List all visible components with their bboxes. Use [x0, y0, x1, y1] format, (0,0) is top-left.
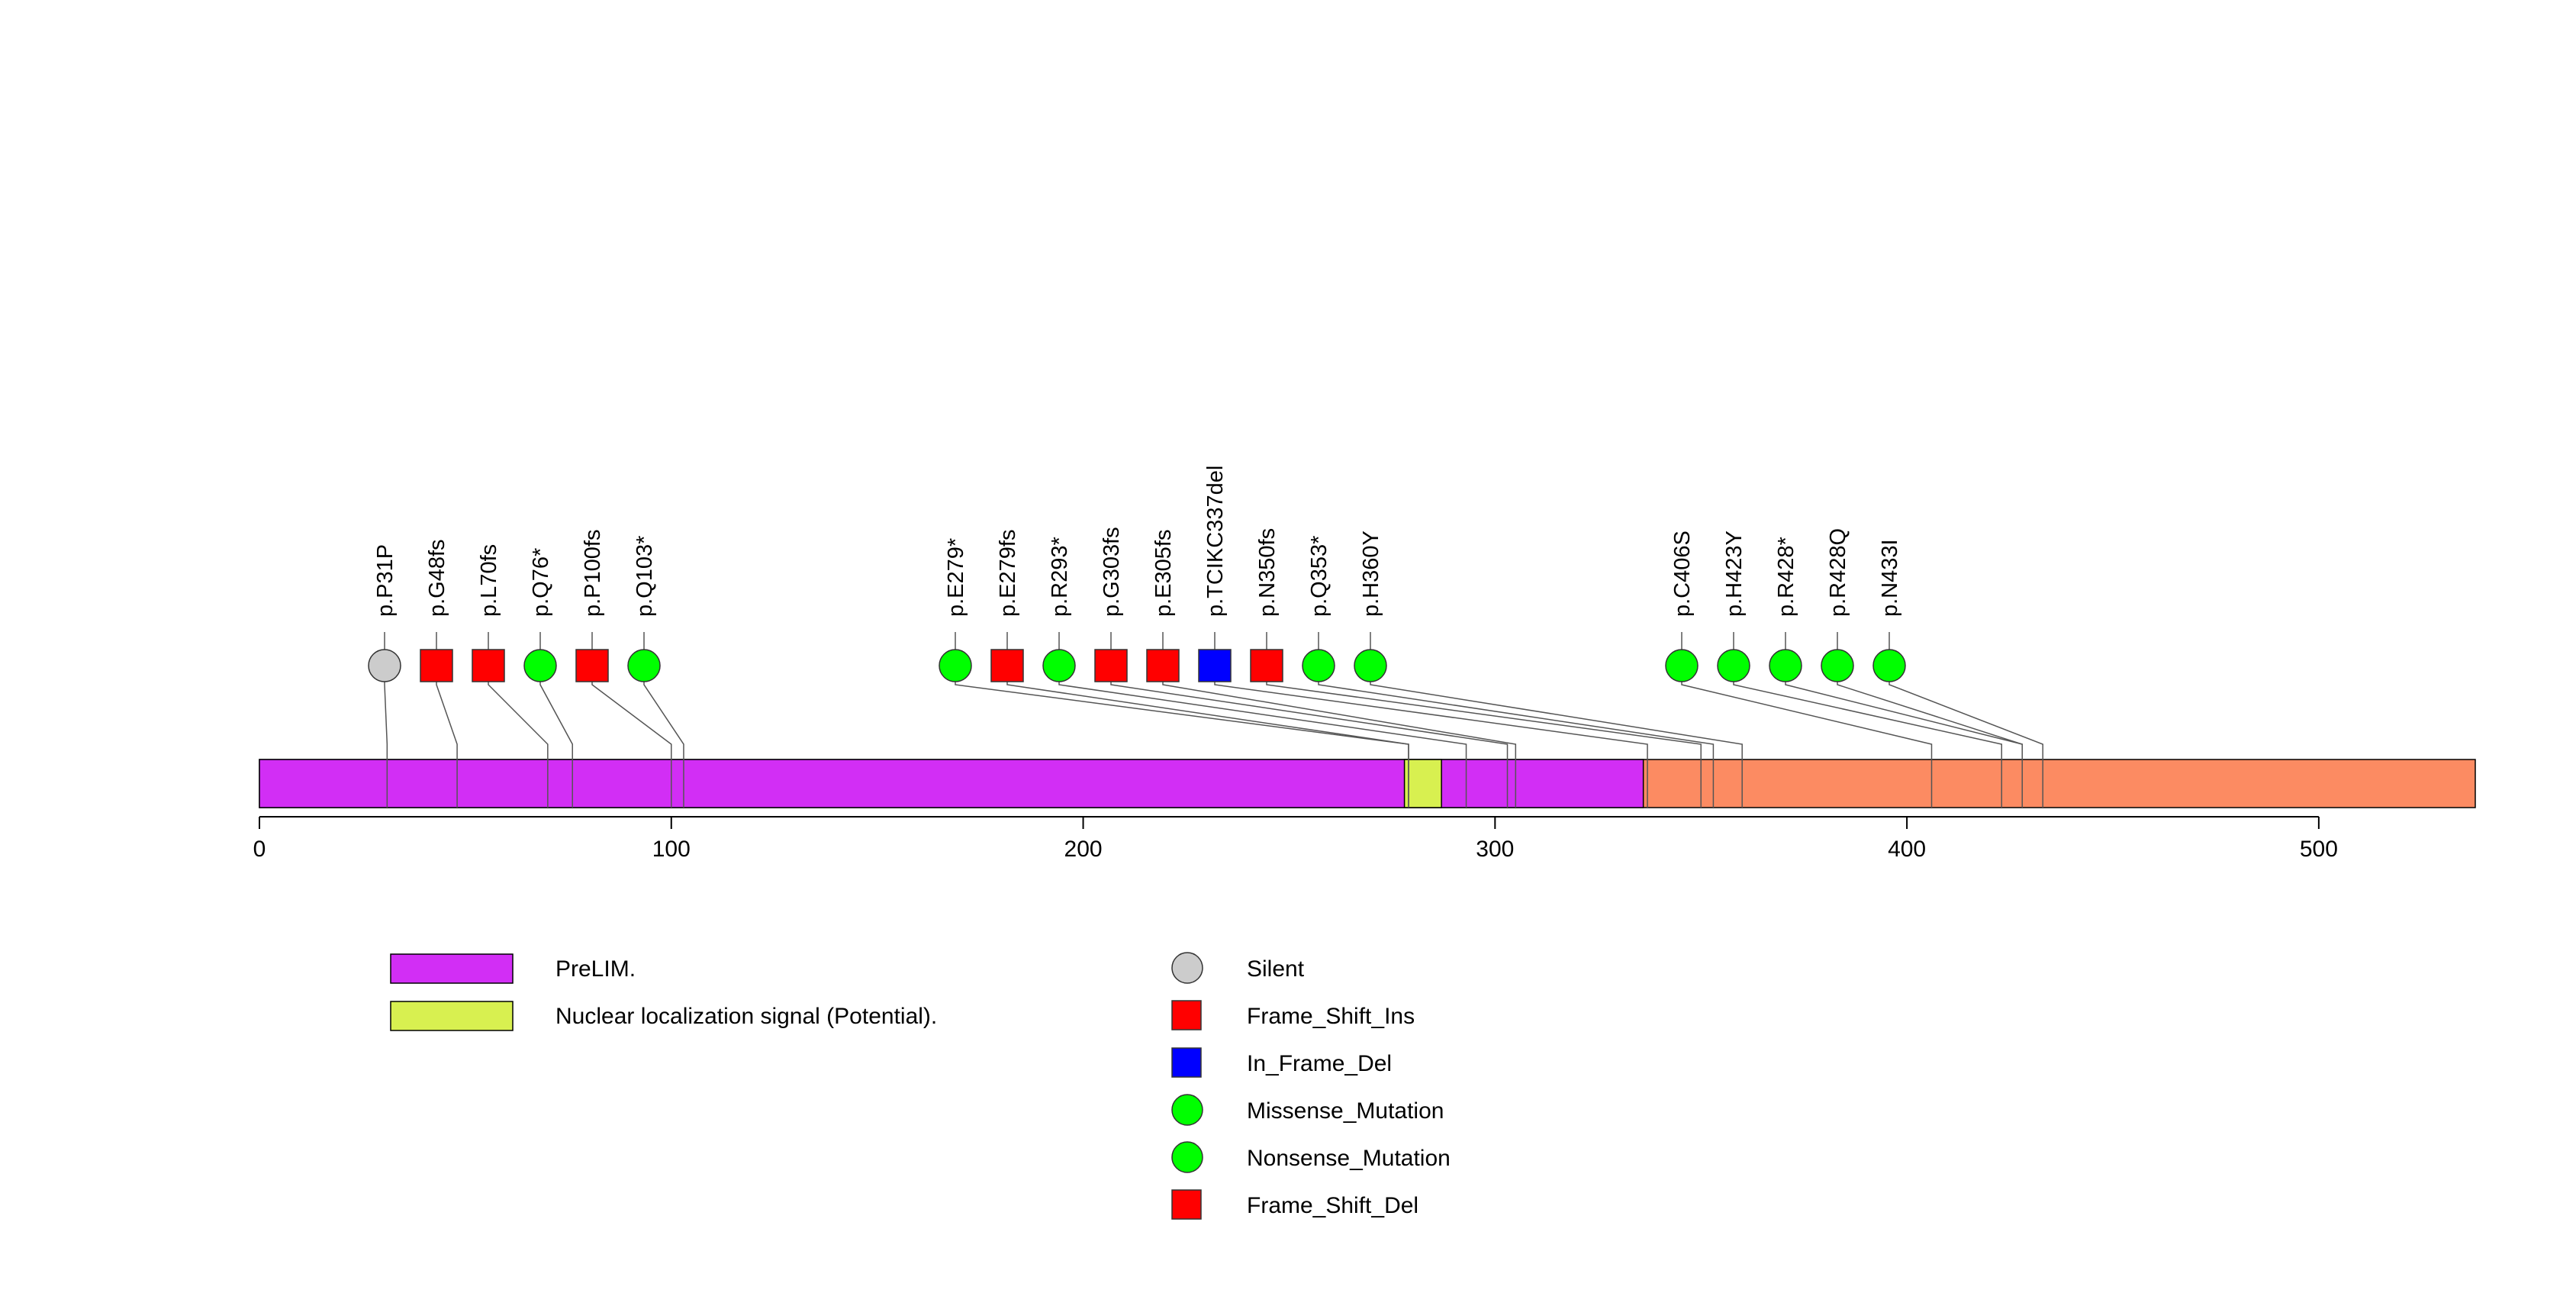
- mutation-label: p.H360Y: [1359, 531, 1383, 617]
- mutation-label: p.R293*: [1048, 537, 1072, 617]
- legend-mutation-symbol: [1171, 1000, 1202, 1030]
- mutation-marker: [1354, 649, 1387, 682]
- legend-mutation-symbol: [1171, 1141, 1203, 1173]
- legend-mutation-symbol: [1171, 1189, 1202, 1220]
- legend-mutation-label: Nonsense_Mutation: [1247, 1146, 1451, 1171]
- mutation-label: p.E279fs: [996, 530, 1020, 617]
- mutation-label: p.P31P: [373, 544, 398, 617]
- legend-mutation-label: Missense_Mutation: [1247, 1098, 1444, 1124]
- mutation-label: p.G48fs: [425, 539, 449, 617]
- mutation-label: p.Q353*: [1307, 536, 1331, 617]
- x-tick-label: 300: [1476, 837, 1514, 862]
- mutation-markers: [368, 649, 1906, 682]
- legend-mutation-label: Frame_Shift_Ins: [1247, 1004, 1415, 1029]
- mutation-marker: [420, 649, 453, 682]
- mutation-marker: [1769, 649, 1802, 682]
- mutation-marker: [1094, 649, 1128, 682]
- mutation-marker: [939, 649, 972, 682]
- mutation-marker: [1872, 649, 1906, 682]
- mutation-marker: [1717, 649, 1750, 682]
- legend-domain-label: Nuclear localization signal (Potential).: [555, 1004, 937, 1029]
- x-tick-label: 500: [2300, 837, 2338, 862]
- x-tick-label: 400: [1888, 837, 1926, 862]
- mutation-label: p.N433I: [1878, 539, 1902, 617]
- domain-block: [1403, 759, 1442, 808]
- legend: PreLIM. Nuclear localization signal (Pote…: [390, 952, 1451, 1220]
- legend-domain-swatch: [390, 1001, 514, 1031]
- mutation-marker: [1821, 649, 1854, 682]
- mutation-marker: [472, 649, 505, 682]
- mutation-labels: p.P31P p.G48fs p.L70fs p.Q76* p.P100fs p.Q103…: [373, 466, 1902, 617]
- mutation-label: p.G303fs: [1100, 527, 1124, 617]
- x-tick-label: 200: [1064, 837, 1103, 862]
- x-tick-label: 0: [253, 837, 266, 862]
- legend-domain-swatch: [390, 953, 514, 984]
- mutation-label: p.C406S: [1670, 531, 1695, 617]
- x-axis: 0 100 200 300 400 500: [253, 816, 2338, 862]
- mutation-marker: [627, 649, 661, 682]
- mutation-marker: [523, 649, 557, 682]
- mutation-label: p.Q103*: [633, 536, 657, 617]
- mutation-label: p.Q76*: [529, 548, 553, 617]
- mutation-label: p.E279*: [944, 538, 968, 617]
- mutation-marker: [1146, 649, 1180, 682]
- legend-mutation-symbol: [1171, 952, 1203, 984]
- mutation-marker: [575, 649, 609, 682]
- legend-mutation-label: In_Frame_Del: [1247, 1051, 1392, 1076]
- mutation-label: p.TCIKC337del: [1203, 466, 1228, 617]
- mutation-label: p.E305fs: [1151, 530, 1176, 617]
- legend-mutation-symbol: [1171, 1094, 1203, 1126]
- protein-track: [259, 759, 2476, 808]
- mutation-marker: [1198, 649, 1232, 682]
- legend-mutation-label: Silent: [1247, 956, 1305, 982]
- mutation-marker: [1665, 649, 1699, 682]
- mutation-label: p.H423Y: [1722, 531, 1747, 617]
- mutation-label: p.N350fs: [1255, 528, 1280, 617]
- mutation-label: p.P100fs: [581, 530, 605, 617]
- legend-domain-label: PreLIM.: [555, 956, 636, 982]
- x-tick-label: 100: [652, 837, 691, 862]
- mutation-label: p.R428*: [1774, 537, 1798, 617]
- mutation-marker: [368, 649, 401, 682]
- legend-mutation-label: Frame_Shift_Del: [1247, 1193, 1418, 1218]
- mutation-marker: [990, 649, 1024, 682]
- mutation-marker: [1042, 649, 1076, 682]
- mutation-label: p.R428Q: [1826, 528, 1850, 617]
- mutation-marker: [1250, 649, 1283, 682]
- legend-mutation-symbol: [1171, 1047, 1202, 1078]
- mutation-label: p.L70fs: [477, 544, 501, 617]
- mutation-marker: [1302, 649, 1335, 682]
